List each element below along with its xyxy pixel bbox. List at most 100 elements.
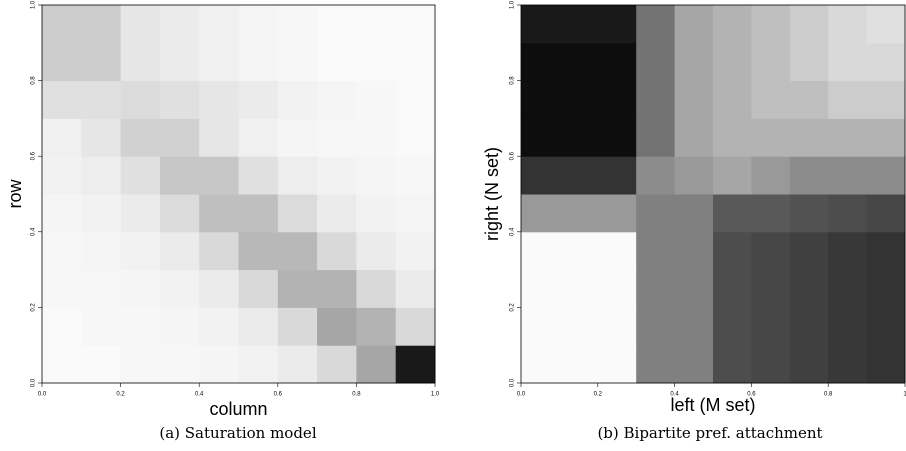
y-tick-label: 0.8 — [510, 76, 516, 85]
heat-cell — [828, 307, 868, 346]
heat-cell — [277, 194, 318, 233]
heat-cell — [42, 231, 82, 271]
heat-cell — [559, 307, 599, 346]
heat-cell — [636, 156, 676, 195]
heat-cell — [559, 194, 599, 233]
heat-cell — [521, 194, 560, 233]
heat-cell — [120, 42, 161, 82]
heat-cell — [789, 156, 829, 195]
heat-cell — [521, 80, 560, 119]
heat-cell — [866, 269, 906, 308]
heat-cell — [674, 345, 714, 384]
y-tick-label: 0.6 — [31, 151, 37, 160]
heat-cell — [395, 42, 436, 82]
heat-cell — [199, 231, 239, 271]
heat-cell — [674, 80, 714, 119]
heat-cell — [751, 269, 791, 308]
x-tick-label: 1.0 — [431, 392, 440, 398]
heat-cell — [395, 156, 436, 195]
heat-cell — [866, 307, 906, 346]
heat-cell — [277, 5, 318, 44]
heat-cell — [317, 42, 357, 82]
heat-cell — [159, 118, 200, 157]
heat-cell — [356, 42, 397, 82]
y-axis-label: right (N set) — [482, 147, 502, 241]
heat-cell — [636, 231, 676, 271]
heat-cell — [597, 156, 637, 195]
x-tick-label: 0.2 — [594, 392, 603, 398]
y-tick-label: 1.0 — [31, 0, 37, 9]
heat-cell — [356, 345, 397, 384]
heat-cell — [81, 194, 122, 233]
heat-cell — [277, 269, 318, 308]
heat-cell — [674, 42, 714, 82]
heat-cell — [597, 80, 637, 119]
heat-cell — [828, 269, 868, 308]
heat-cell — [559, 231, 599, 271]
heat-cell — [277, 307, 318, 346]
heat-cell — [199, 269, 239, 308]
heat-cell — [159, 194, 200, 233]
heat-cell — [713, 118, 752, 157]
heat-cell — [521, 5, 560, 44]
heat-cell — [713, 80, 752, 119]
heat-cell — [395, 307, 436, 346]
heat-cell — [238, 269, 279, 308]
plot-frame — [41, 4, 436, 384]
heat-cell — [395, 80, 436, 119]
heat-cell — [317, 80, 357, 119]
heat-cell — [42, 269, 82, 308]
heat-cell — [317, 156, 357, 195]
heat-cell — [81, 42, 122, 82]
heat-cell — [713, 307, 752, 346]
heat-cell — [828, 80, 868, 119]
heat-cell — [866, 80, 906, 119]
heat-cell — [674, 156, 714, 195]
heat-cell — [597, 307, 637, 346]
heat-cell — [395, 194, 436, 233]
heat-cell — [159, 269, 200, 308]
heat-cell — [81, 80, 122, 119]
heat-cell — [356, 307, 397, 346]
x-tick-label: 1 — [903, 392, 906, 398]
heat-cell — [521, 42, 560, 82]
heat-cell — [356, 231, 397, 271]
heat-cell — [42, 307, 82, 346]
heat-cell — [751, 5, 791, 44]
heat-cell — [159, 80, 200, 119]
heat-cell — [356, 269, 397, 308]
heat-cell — [238, 194, 279, 233]
x-tick-label: 0.8 — [352, 392, 361, 398]
heat-cell — [120, 345, 161, 384]
heat-cell — [238, 5, 279, 44]
heat-cell — [674, 194, 714, 233]
heat-cell — [317, 307, 357, 346]
heat-cell — [866, 5, 906, 44]
heat-cell — [521, 118, 560, 157]
heat-cell — [159, 156, 200, 195]
x-tick-label: 0.2 — [116, 392, 125, 398]
heat-cell — [559, 42, 599, 82]
heat-cell — [42, 80, 82, 119]
heat-cell — [120, 194, 161, 233]
heat-cell — [751, 118, 791, 157]
heat-cell — [199, 42, 239, 82]
heat-cell — [597, 231, 637, 271]
heat-cell — [395, 118, 436, 157]
heat-cell — [317, 231, 357, 271]
heat-cell — [521, 269, 560, 308]
heat-cell — [636, 307, 676, 346]
heat-cell — [120, 269, 161, 308]
heat-cell — [395, 269, 436, 308]
heat-cell — [713, 42, 752, 82]
heat-cell — [199, 194, 239, 233]
x-tick-label: 0.4 — [195, 392, 204, 398]
x-tick-label: 0.0 — [38, 392, 47, 398]
heat-cell — [81, 269, 122, 308]
x-tick-label: 0.6 — [274, 392, 283, 398]
heat-cell — [120, 231, 161, 271]
heat-cell — [828, 118, 868, 157]
heat-cell — [120, 156, 161, 195]
heat-cell — [636, 118, 676, 157]
